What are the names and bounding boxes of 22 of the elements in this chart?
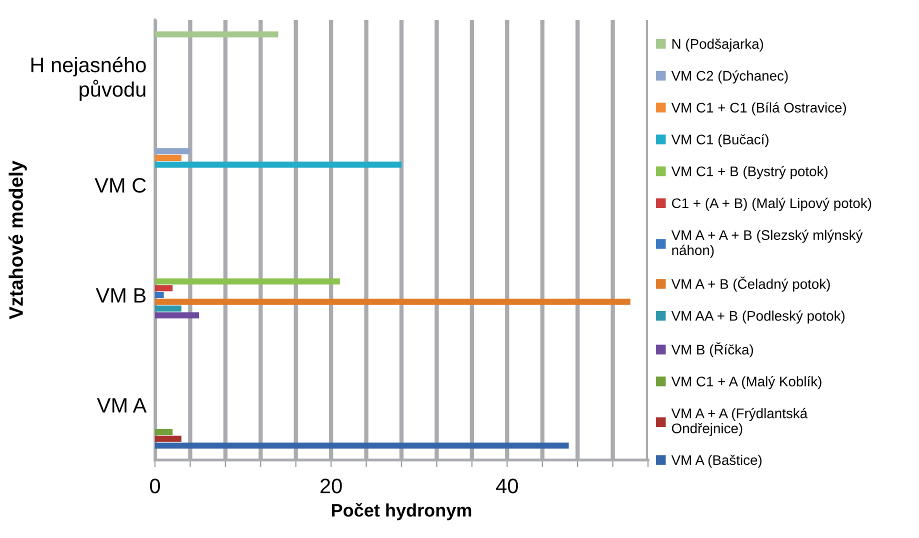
legend-label: VM B (Říčka) bbox=[671, 342, 754, 358]
y-axis-title: Vztahové modely bbox=[8, 160, 27, 320]
x-axis-title: Počet hydronym bbox=[332, 503, 472, 520]
x-tick-label: 40 bbox=[496, 478, 518, 494]
legend-label: N (Podšajarka) bbox=[672, 38, 764, 52]
x-tick-label: 20 bbox=[320, 478, 342, 494]
legend-label: VM A (Baštice) bbox=[671, 454, 762, 468]
legend-label: VM A + B (Čeladný potok) bbox=[671, 276, 830, 292]
legend-label: VM AA + B (Podleský potok) bbox=[671, 310, 845, 324]
y-tick-label: H nejasného původu bbox=[31, 56, 146, 101]
y-tick-label: VM C bbox=[94, 178, 146, 193]
legend-label: VM A + A (Frýdlantská Ondřejnice) bbox=[671, 408, 808, 436]
y-tick-label: VM B bbox=[96, 288, 146, 303]
y-tick-label: VM A bbox=[96, 398, 147, 413]
legend-label: C1 + (A + B) (Malý Lipový potok) bbox=[672, 198, 872, 211]
x-tick-label: 0 bbox=[150, 478, 160, 494]
legend-label: VM C1 + A (Malý Koblík) bbox=[671, 376, 822, 390]
legend-label: VM C1 (Bučací) bbox=[671, 134, 768, 148]
legend-label: VM A + A + B (Slezský mlýnský náhon) bbox=[671, 230, 863, 258]
legend-label: VM C2 (Dýchanec) bbox=[671, 70, 788, 84]
legend-label: VM C1 + C1 (Bílá Ostravice) bbox=[671, 102, 846, 116]
legend-label: VM C1 + B (Bystrý potok) bbox=[671, 166, 828, 180]
